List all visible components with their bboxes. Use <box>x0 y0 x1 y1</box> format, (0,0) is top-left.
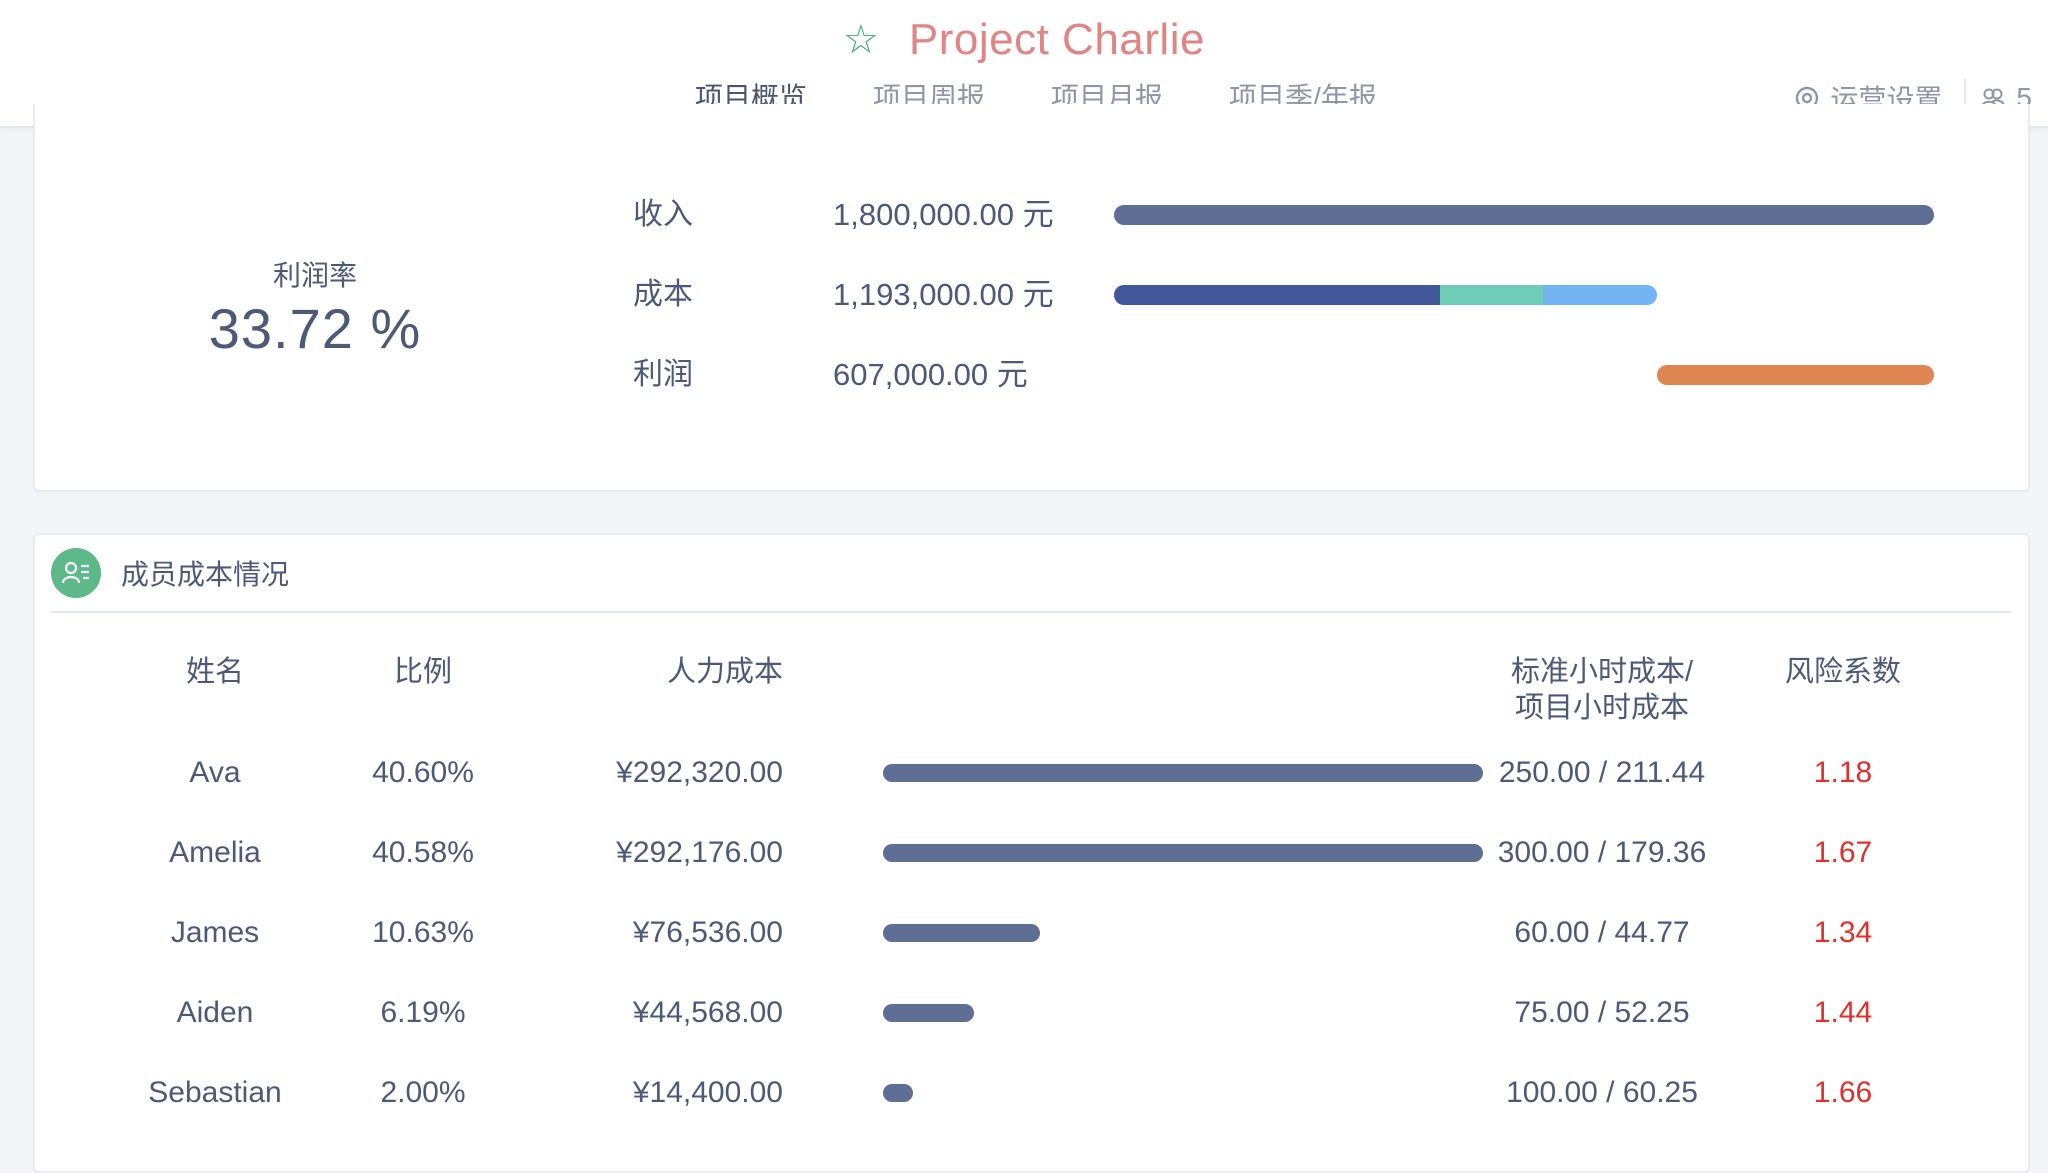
member-ratio: 6.19% <box>380 996 466 1029</box>
member-risk-factor: 1.67 <box>1813 836 1873 869</box>
member-labor-cost: ¥44,568.00 <box>632 996 783 1029</box>
member-name: Ava <box>189 756 241 789</box>
member-risk-factor: 1.44 <box>1813 996 1873 1029</box>
member-risk-factor: 1.66 <box>1813 1076 1873 1109</box>
member-cost-bar <box>883 1084 913 1102</box>
member-name: Amelia <box>169 836 261 869</box>
member-list-icon <box>51 548 101 598</box>
member-cost-header: 成员成本情况 <box>51 547 289 599</box>
cost-bar-segment <box>1543 285 1658 305</box>
profit-amount: 607,000.00 元 <box>833 357 1028 392</box>
column-header-risk: 风险系数 <box>1784 656 1901 688</box>
cost-amount: 1,193,000.00 元 <box>833 277 1054 312</box>
person-card-icon <box>61 561 89 584</box>
profit-label: 利润 <box>633 358 693 391</box>
profit-rate-label: 利润率 <box>272 260 357 291</box>
column-header-name: 姓名 <box>185 656 244 688</box>
member-name: Aiden <box>176 996 254 1029</box>
project-title: Project Charlie <box>908 15 1205 64</box>
member-labor-cost: ¥14,400.00 <box>632 1076 783 1109</box>
profit-bar-track <box>1114 365 1934 385</box>
profit-bar <box>1657 365 1934 385</box>
member-cost-title: 成员成本情况 <box>121 559 290 590</box>
member-risk-factor: 1.34 <box>1813 916 1873 949</box>
member-ratio: 2.00% <box>380 1076 466 1109</box>
member-cost-bar <box>883 924 1041 942</box>
member-hourly-cost: 100.00 / 60.25 <box>1506 1076 1698 1109</box>
income-amount: 1,800,000.00 元 <box>833 197 1054 232</box>
member-ratio: 40.58% <box>372 836 474 869</box>
income-row: 收入 1,800,000.00 元 <box>35 195 2032 235</box>
member-name: Sebastian <box>148 1076 282 1109</box>
member-cost-bar <box>883 844 1483 862</box>
cost-bar-track <box>1114 285 1934 305</box>
member-ratio: 40.60% <box>372 756 474 789</box>
column-header-labor-cost: 人力成本 <box>666 656 783 688</box>
header-divider <box>51 611 2011 613</box>
member-hourly-cost: 250.00 / 211.44 <box>1498 756 1706 789</box>
divider <box>1964 79 1967 117</box>
income-bar-track <box>1114 205 1934 225</box>
member-labor-cost: ¥292,320.00 <box>616 756 783 789</box>
cost-label: 成本 <box>633 278 693 311</box>
column-header-hourly-cost-line2: 项目小时成本 <box>1514 692 1689 724</box>
member-name: James <box>170 916 260 949</box>
member-hourly-cost: 60.00 / 44.77 <box>1514 916 1690 949</box>
profit-overview-card: 利润率 33.72 % 收入 1,800,000.00 元 成本 1,193,0… <box>33 104 2030 492</box>
member-cost-bar <box>883 1004 975 1022</box>
favorite-star-icon[interactable]: ☆ <box>843 18 879 62</box>
cost-row: 成本 1,193,000.00 元 <box>35 275 2032 315</box>
cost-bar-segment <box>1440 285 1544 305</box>
member-hourly-cost: 300.00 / 179.36 <box>1497 836 1707 869</box>
member-cost-card: 成员成本情况 姓名 比例 人力成本 标准小时成本/ 项目小时成本 风险系数 Av… <box>33 533 2030 1173</box>
income-bar <box>1114 205 1934 225</box>
cost-bar-segment <box>1114 285 1441 305</box>
member-labor-cost: ¥292,176.00 <box>616 836 783 869</box>
column-header-hourly-cost-line1: 标准小时成本/ <box>1510 656 1694 688</box>
member-risk-factor: 1.18 <box>1813 756 1873 789</box>
member-cost-bar <box>883 764 1483 782</box>
member-hourly-cost: 75.00 / 52.25 <box>1514 996 1690 1029</box>
project-title-area: ☆ Project Charlie <box>0 10 2048 70</box>
member-ratio: 10.63% <box>372 916 474 949</box>
member-labor-cost: ¥76,536.00 <box>632 916 783 949</box>
income-label: 收入 <box>633 198 693 231</box>
profit-rate-value: 33.72 % <box>208 297 422 360</box>
profit-rate-block: 利润率 33.72 % <box>145 254 485 361</box>
profit-row: 利润 607,000.00 元 <box>35 355 2032 395</box>
column-header-ratio: 比例 <box>393 656 452 688</box>
